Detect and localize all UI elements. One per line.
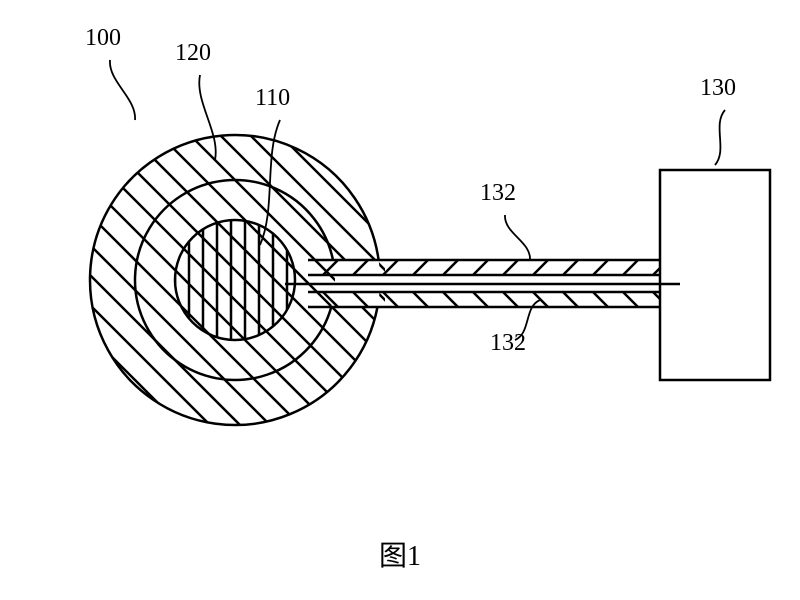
figure-caption: 图1 — [379, 541, 421, 572]
outlines — [90, 135, 770, 425]
ref-label-132: 132 — [490, 330, 526, 356]
connector-top-hatch — [263, 260, 728, 275]
ref-label-130: 130 — [700, 75, 736, 101]
ref-label-110: 110 — [255, 85, 290, 111]
connector-bottom-hatch — [263, 292, 728, 307]
outer-ring-hatch — [0, 135, 720, 425]
figure-diagram: 100 120 110 130 132 132 图1 — [0, 0, 800, 600]
ref-label-132: 132 — [480, 180, 516, 206]
ref-label-100: 100 — [85, 25, 121, 51]
ref-label-120: 120 — [175, 40, 211, 66]
